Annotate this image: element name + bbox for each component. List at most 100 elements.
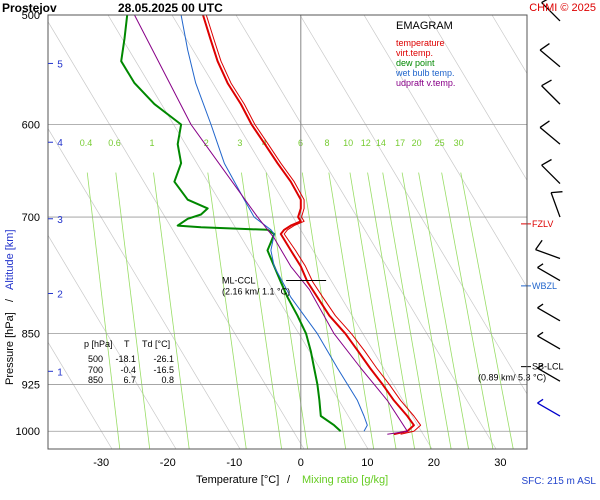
altitude-tick-label: 3 [57,215,63,226]
wind-barb-shaft [539,49,561,68]
legend-wet-bulb: wet bulb temp. [395,68,455,78]
ylabel-altitude: Altitude [km] [4,229,16,290]
mixing-ratio-line [401,172,452,450]
legend-virt-temp: virt.temp. [396,48,433,58]
wind-barb-feather [535,239,543,250]
pressure-tick-label: 850 [22,329,40,341]
mixing-ratio-label: 25 [435,138,445,148]
series [120,14,422,436]
wind-barb-shaft [535,248,561,260]
mixing-ratio-line [382,172,432,450]
plot-frame [47,14,528,450]
table-header-p: p [hPa] [84,339,113,349]
mixing-ratio-line [441,172,494,450]
sblcl-value: (0.89 km/ 5.3 °C) [478,373,546,383]
wind-barb [537,331,561,350]
dry-adiabat [299,14,528,395]
legend-temperature: temperature [396,38,445,48]
table-cell: 500 [88,354,103,364]
mixing-ratio-label: 20 [412,138,422,148]
temperature-tick-label: 20 [428,457,440,469]
table-header-td: Td [°C] [142,339,170,349]
xlabel-temperature: Temperature [°C] [196,474,279,486]
wind-barb-shaft [541,85,561,105]
sounding-datetime: 28.05.2025 00 UTC [118,1,223,15]
wind-barb [537,363,561,382]
wind-barb-shaft [541,164,561,185]
pressure-tick-label: 600 [22,119,40,131]
mixing-ratio-line [328,172,375,450]
mixing-ratio-line [367,172,416,450]
temperature-tick-label: -30 [93,457,109,469]
table-cell: -18.1 [115,354,136,364]
wbzl-label: WBZL [532,281,557,291]
wind-barb [550,191,563,218]
mixing-ratio-label: 0.6 [108,138,121,148]
xlabel-mixing-ratio: Mixing ratio [g/kg] [302,474,388,486]
table-cell: -0.4 [120,365,136,375]
wind-barb-shaft [550,192,561,218]
mixing-ratio-line [241,172,282,450]
mixing-ratio-lines: 0.40.612346810121417202530 [80,138,514,450]
mixing-ratio-label: 2 [204,138,209,148]
series-updraft [134,14,408,435]
wind-barb [539,120,561,145]
temperature-tick-label: -20 [160,457,176,469]
dry-adiabat [363,14,528,288]
pressure-tick-label: 700 [22,212,40,224]
wind-barbs [535,0,563,417]
wind-barb [541,0,561,22]
dry-adiabats [47,14,528,450]
series-wet_bulb [180,14,368,432]
table-cell: 0.8 [161,375,174,385]
dry-adiabat [107,14,369,450]
temperature-tick-label: 30 [494,457,506,469]
wind-barb [541,79,561,105]
table-cell: -16.5 [153,365,174,375]
surface-elevation: SFC: 215 m ASL [522,476,597,487]
wind-barb-feather [541,0,548,4]
temperature-tick-label: 0 [298,457,304,469]
mixing-ratio-label: 1 [150,138,155,148]
annotations: FZLV WBZL SB-LCL(0.89 km/ 5.3 °C) ML-CCL(2.… [222,219,564,383]
wind-barb-feather [537,398,544,404]
wind-barb-shaft [537,307,561,322]
wind-barb-shaft [541,2,561,22]
y-axis-title: Pressure [hPa] / Altitude [km] [4,229,16,385]
mixing-ratio-label: 8 [325,138,330,148]
wind-barb-shaft [539,126,561,145]
ml-ccl-label: ML-CCL [222,276,256,286]
mixing-ratio-line [460,172,514,450]
wind-barb-feather [541,79,552,87]
series-virt_temp [205,14,422,435]
mixing-ratio-line [207,172,247,450]
data-table: p [hPa] T Td [°C] 500 -18.1 -26.1 700 -0… [84,339,174,385]
table-cell: 850 [88,375,103,385]
dry-adiabat [235,14,497,450]
table-cell: 700 [88,365,103,375]
mixing-ratio-line [86,172,121,450]
station-name: Prostejov [2,1,57,15]
wind-barb-feather [537,303,544,309]
table-header-t: T [124,339,130,349]
table-cell: -26.1 [153,354,174,364]
mixing-ratio-line [301,172,347,450]
mixing-ratio-label: 3 [237,138,242,148]
mixing-ratio-label: 17 [395,138,405,148]
wind-barb-feather [537,263,544,269]
x-axis-title: Temperature [°C] / Mixing ratio [g/kg] [196,474,388,486]
pressure-tick-label: 925 [22,379,40,391]
ylabel-pressure: Pressure [hPa] [4,312,16,385]
wind-barb-shaft [537,402,561,417]
wind-barb-feather [537,363,544,369]
wind-barb [537,303,561,322]
dry-adiabat [171,14,433,450]
ml-ccl-value: (2.16 km/ 1.1 °C) [222,287,290,297]
series-temperature [202,14,415,436]
wind-barb-feather [539,120,550,129]
wind-barb-shaft [537,266,561,282]
wind-barb-shaft [537,335,561,350]
